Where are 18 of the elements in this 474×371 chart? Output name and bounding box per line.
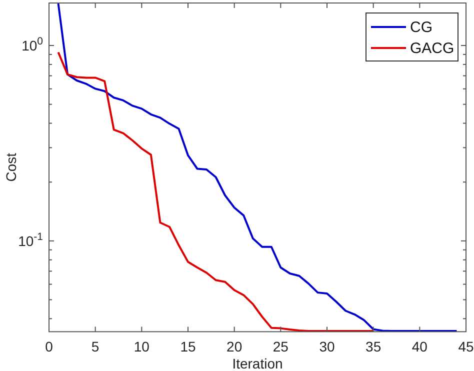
x-tick-label: 35 [366,338,382,355]
x-tick-label: 15 [180,338,196,355]
legend-label: CG [410,19,432,36]
x-tick-label: 30 [319,338,335,355]
x-tick-label: 40 [412,338,428,355]
line-series [57,3,458,332]
x-tick-label: 0 [45,338,54,355]
y-tick-label: 10$^{0}$ [22,35,44,54]
x-tick-label: 5 [91,338,100,355]
x-tick-label: 25 [272,338,289,355]
x-tick-label: 45 [458,338,474,355]
legend-label: GACG [410,40,454,57]
x-tick-label: 20 [226,338,242,355]
x-axis-title: Iteration [232,356,283,371]
y-tick-label: 10$^{-1}$ [18,230,44,249]
y-axis-title: Cost [3,152,19,182]
line-series [57,51,374,332]
x-tick-label: 10 [134,338,150,355]
